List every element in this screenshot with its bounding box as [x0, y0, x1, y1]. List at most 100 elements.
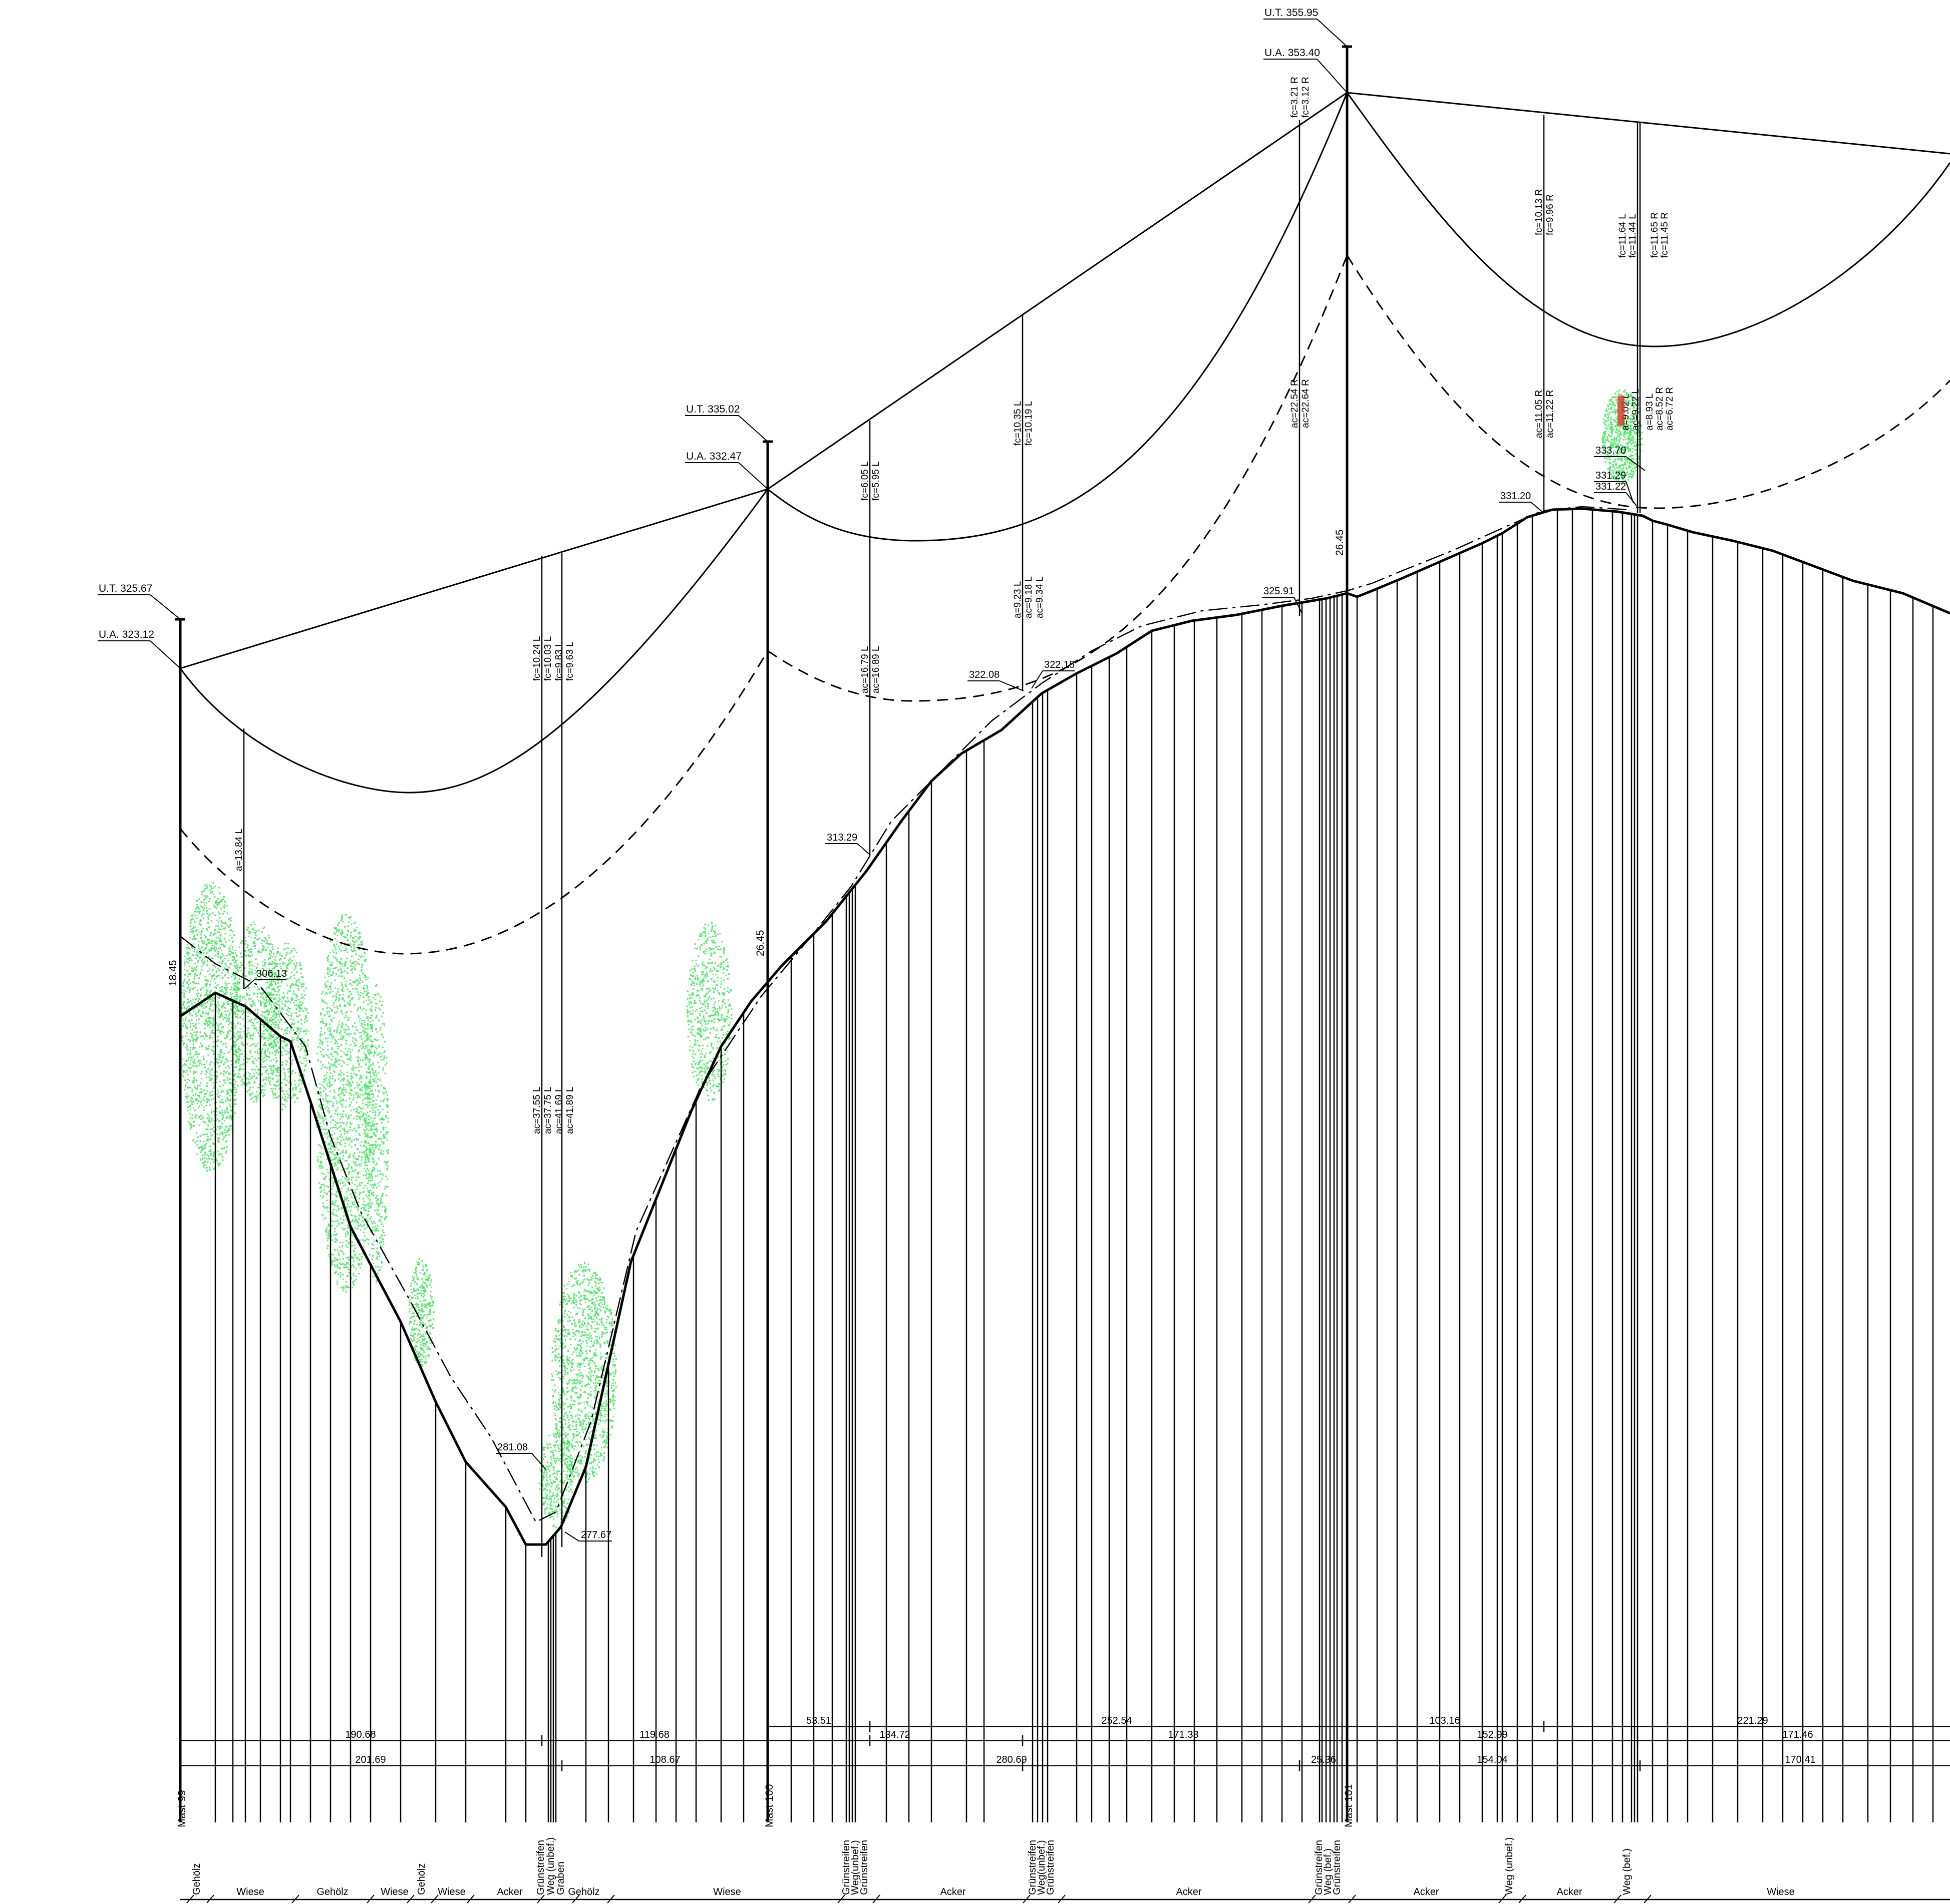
mast-99-ut-label: U.T. 325.67	[99, 583, 152, 594]
dimension-label: 108.67	[649, 1754, 680, 1765]
mast-101-name: Mast 101	[1343, 1784, 1355, 1827]
dimension-label: 171.33	[1168, 1729, 1198, 1740]
land-use-separator	[537, 1894, 545, 1903]
spot-elevation-label: 281.08	[497, 1442, 528, 1453]
land-use-separator	[1308, 1894, 1316, 1903]
land-use-label: Grünstreifen	[1045, 1840, 1056, 1895]
dimension-label: 154.04	[1477, 1754, 1507, 1765]
land-use-separator	[1644, 1894, 1652, 1903]
mast-101-ua-label: U.A. 353.40	[1264, 47, 1320, 59]
land-use-label: Gehölz	[191, 1863, 202, 1895]
spot-elevations: 306.13 281.08 277.67 313.29 322.08 322.1…	[244, 445, 1646, 1542]
station-lines	[214, 509, 1934, 1822]
clearance-label: ac=16.79 Lac=16.89 L	[860, 646, 881, 693]
land-use-label: Acker	[497, 1886, 522, 1897]
clearance-label: ac=11.05 Rac=11.22 R	[1534, 390, 1555, 438]
vegetation-patch	[686, 922, 733, 1101]
dimension-label: 103.16	[1429, 1715, 1460, 1726]
land-use-label: Grünstreifen	[1332, 1840, 1343, 1895]
land-use-label: Grünstreifen	[1027, 1840, 1038, 1895]
mast-100-ut-label: U.T. 335.02	[686, 404, 740, 415]
land-use-label: Wiese	[1767, 1886, 1795, 1897]
dimension-ticks	[179, 1721, 1641, 1771]
land-use-label: Grünstreifen	[535, 1840, 546, 1895]
vegetation-layer	[180, 389, 1643, 1529]
dimension-label: 252.54	[1101, 1715, 1132, 1726]
dimension-label: 53.51	[806, 1715, 831, 1726]
land-use-band: Gehölz Wiese Gehölz Wiese Gehölz Wiese A…	[180, 1837, 1950, 1903]
mast-101-height-label: 26.45	[1334, 529, 1346, 556]
land-use-label: Weg (unbef.)	[1504, 1837, 1515, 1895]
ground-profile-layer	[179, 506, 1950, 1546]
land-use-separator	[407, 1894, 415, 1903]
clearance-labels: a=13.84 L fc=10.24 Lfc=10.03 Lfc=9.83 Lf…	[234, 77, 1675, 1134]
sag-curve-span-3	[1346, 255, 1950, 509]
clearance-label: a=9.23 Lac=9.18 Lac=9.34 L	[1013, 576, 1045, 618]
mast-layer	[175, 45, 1352, 1822]
spot-elevation-label: 331.20	[1500, 491, 1531, 502]
dimension-label: 280.69	[996, 1754, 1027, 1765]
land-use-separator	[291, 1894, 299, 1903]
vegetation-patch	[551, 1262, 617, 1483]
vegetation-patch	[315, 914, 377, 1293]
spot-elevation-label: 322.15	[1044, 659, 1075, 670]
vegetation-patch	[408, 1258, 435, 1367]
land-use-separator	[572, 1894, 580, 1903]
mast-101-ut-label: U.T. 355.95	[1264, 7, 1318, 19]
clearance-label: fc=10.35 Lfc=10.19 L	[1013, 401, 1034, 446]
dimension-label: 119.68	[639, 1729, 670, 1740]
land-use-label: Grünstreifen	[859, 1840, 870, 1895]
conductor-curve-span-3	[1346, 92, 1950, 347]
land-use-label: Weg(unbef.)	[850, 1840, 861, 1895]
dimension-label: 190.68	[345, 1729, 376, 1740]
land-use-separator	[1498, 1894, 1506, 1903]
land-use-label: Acker	[940, 1886, 965, 1897]
top-chord-line	[180, 92, 1950, 669]
ground-profile-line	[179, 507, 1950, 1546]
mast-100-ua-label: U.A. 332.47	[686, 451, 742, 462]
clearance-label: a=13.84 L	[234, 829, 244, 871]
obstacle-marker	[1617, 396, 1624, 426]
vegetation-patch	[263, 942, 309, 1110]
spot-elevation-label: 313.29	[827, 832, 857, 843]
mast-99-name: Mast 99	[176, 1790, 188, 1827]
dimension-label: 152.99	[1477, 1729, 1507, 1740]
reference-line	[180, 506, 1628, 1523]
land-use-label: Acker	[1413, 1886, 1439, 1897]
mast-100-name: Mast 100	[764, 1784, 775, 1827]
spot-elevation-label: 306.13	[256, 968, 287, 979]
land-use-label: Gehölz	[568, 1886, 599, 1897]
conductor-layer	[179, 92, 1950, 955]
mast-labels: U.T. 325.67 U.A. 323.12 18.45 Mast 99 U.…	[98, 7, 1355, 1827]
land-use-label: Weg (bef.)	[1621, 1848, 1633, 1895]
spot-elevation-label: 322.08	[969, 669, 1000, 680]
sag-curve-span-1	[179, 650, 769, 955]
dimension-label: 171.46	[1782, 1729, 1813, 1740]
land-use-label: Graben	[555, 1861, 566, 1895]
land-use-separator	[186, 1894, 194, 1903]
spot-elevation-label: 331.22	[1595, 481, 1626, 492]
clearance-label: ac=22.54 Rac=22.64 R	[1289, 379, 1311, 428]
spot-elevation-label: 325.91	[1263, 586, 1294, 597]
land-use-label: Grünstreifen	[841, 1840, 852, 1895]
vegetation-patch	[1601, 389, 1643, 484]
conductor-curve-span-2	[767, 92, 1348, 542]
land-use-label: Grünstreifen	[1314, 1840, 1325, 1895]
land-use-separator	[206, 1894, 214, 1903]
vegetation-patch	[180, 882, 241, 1172]
conductor-curve-span-1	[179, 489, 769, 794]
mast-99-ua-label: U.A. 323.12	[99, 629, 154, 640]
dimension-label: 221.29	[1737, 1715, 1768, 1726]
vegetation-patch	[538, 1427, 575, 1529]
land-use-label: Wiese	[381, 1886, 409, 1897]
land-use-label: Weg (bef.)	[1323, 1848, 1334, 1895]
land-use-separator	[1518, 1894, 1526, 1903]
dimension-lines	[180, 1726, 1950, 1766]
land-use-label: Weg (unbef.)	[545, 1837, 556, 1895]
land-use-label: Acker	[1556, 1886, 1582, 1897]
land-use-label: Gehölz	[416, 1863, 427, 1895]
land-use-separator	[872, 1894, 880, 1903]
